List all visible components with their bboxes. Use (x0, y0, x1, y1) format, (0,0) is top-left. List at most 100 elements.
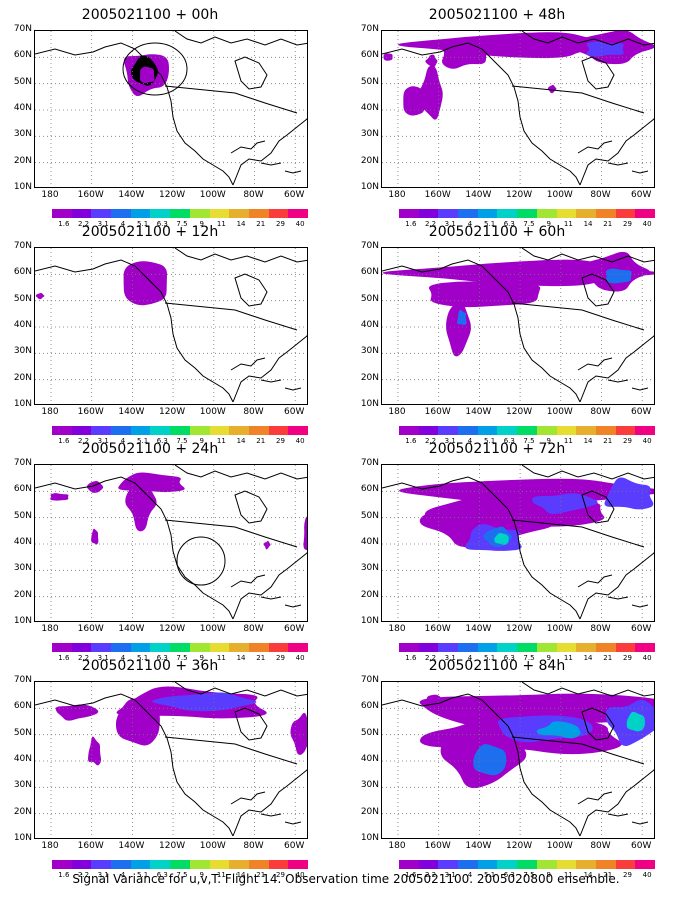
lat-label: 70N (360, 24, 379, 34)
panel-title: 2005021100 + 72h (428, 441, 566, 457)
variance-region (118, 472, 185, 493)
legend-swatch (150, 426, 171, 435)
legend-swatch (615, 209, 636, 218)
legend-swatch (615, 643, 636, 652)
lat-label: 20N (13, 372, 32, 383)
lat-label: 50N (360, 293, 379, 304)
coastline (581, 490, 615, 524)
lon-label: 120W (159, 841, 186, 851)
map-area (34, 681, 308, 839)
legend-label: 11 (216, 871, 226, 879)
legend-swatch (517, 209, 538, 218)
lon-label: 100W (199, 407, 226, 417)
lat-label: 40N (13, 103, 32, 113)
panel-title: 2005021100 + 24h (81, 441, 219, 457)
legend-label: 5.1 (137, 437, 149, 445)
legend-swatch (130, 860, 151, 869)
map-area (381, 464, 655, 622)
variance-region (604, 477, 654, 510)
legend-swatch (477, 643, 498, 652)
legend-swatch (556, 860, 577, 869)
lat-label: 60N (360, 267, 379, 278)
lat-label: 40N (360, 754, 379, 764)
legend-label: 5.1 (137, 220, 149, 228)
coastline (581, 273, 615, 307)
lat-label: 40N (360, 320, 379, 330)
legend-swatch (248, 643, 270, 652)
legend-label: 11 (216, 437, 226, 445)
legend-swatch (248, 426, 270, 435)
lon-label: 160W (77, 841, 104, 851)
map-panel: 2005021100 + 24h 70N 60N 50N 40N 30N 20N 10N 180… (0, 438, 309, 662)
legend-label: 2.2 (77, 654, 90, 662)
lat-label: 50N (360, 727, 379, 738)
legend-swatch (209, 860, 230, 869)
legend-swatch (189, 643, 211, 652)
legend-label: 21 (256, 654, 266, 662)
legend-label: 11 (563, 871, 573, 879)
legend-swatch (497, 860, 518, 869)
legend-label: 4 (467, 871, 473, 879)
lon-label: 80W (590, 407, 611, 417)
legend-swatch (595, 643, 617, 652)
legend-label: 7.5 (523, 871, 535, 879)
flight-circle (122, 42, 188, 96)
coastline (577, 140, 613, 154)
coastline (164, 519, 298, 548)
lat-label: 70N (360, 458, 379, 468)
lon-label: 120W (159, 624, 186, 634)
coastline (521, 31, 654, 46)
legend-swatch (248, 209, 270, 218)
legend-swatch (111, 209, 132, 218)
coastline (260, 596, 302, 608)
legend-label: 9 (199, 871, 204, 879)
lon-label: 100W (199, 841, 226, 851)
legend-swatch (170, 209, 191, 218)
legend-swatch (536, 209, 558, 218)
lat-label: 30N (13, 129, 32, 140)
color-legend: 1.6 2.2 3.1 4 5.1 6.3 7.5 9 11 14 21 29 40 (399, 643, 656, 662)
lat-label: 20N (360, 372, 379, 383)
legend-swatch (52, 643, 73, 652)
map-panel: 2005021100 + 72h 70N 60N 50N 40N 30N 20N 10N 180… (347, 438, 656, 662)
legend-label: 40 (642, 220, 652, 228)
color-legend: 1.6 2.2 3.1 4 5.1 6.3 7.5 9 11 14 21 29 40 (399, 860, 656, 879)
legend-label: 6.3 (503, 220, 515, 228)
lat-label: 30N (360, 563, 379, 574)
lon-label: 80W (590, 841, 611, 851)
lon-label: 180 (41, 841, 59, 851)
variance-region (446, 300, 471, 357)
legend-swatch (497, 643, 518, 652)
legend-swatch (150, 209, 171, 218)
legend-swatch (170, 643, 191, 652)
map-svg (382, 465, 654, 621)
map-svg (35, 682, 307, 838)
legend-swatch (399, 860, 420, 869)
legend-label: 14 (583, 437, 593, 445)
legend-label: 3.1 (444, 654, 456, 662)
map-area (381, 681, 655, 839)
legend-label: 1.6 (58, 220, 70, 228)
lon-label: 80W (590, 190, 611, 200)
legend-swatch (438, 643, 459, 652)
legend-swatch (615, 860, 636, 869)
legend-label: 6.3 (156, 220, 168, 228)
lon-label: 120W (506, 841, 533, 851)
lon-label: 60W (631, 841, 652, 851)
map-svg (382, 248, 654, 404)
legend-label: 7.5 (523, 220, 535, 228)
legend-swatch (268, 209, 289, 218)
lat-label: 60N (13, 50, 32, 61)
legend-swatch (71, 643, 92, 652)
legend-swatch (189, 860, 211, 869)
coastline (511, 736, 645, 765)
lat-label: 40N (360, 537, 379, 547)
variance-region (457, 309, 467, 325)
variance-region (139, 66, 155, 84)
coastline (234, 490, 268, 524)
legend-swatch (209, 209, 230, 218)
legend-swatch (288, 860, 309, 869)
lat-label: 20N (360, 806, 379, 817)
lon-label: 100W (546, 841, 573, 851)
legend-label: 7.5 (176, 220, 188, 228)
